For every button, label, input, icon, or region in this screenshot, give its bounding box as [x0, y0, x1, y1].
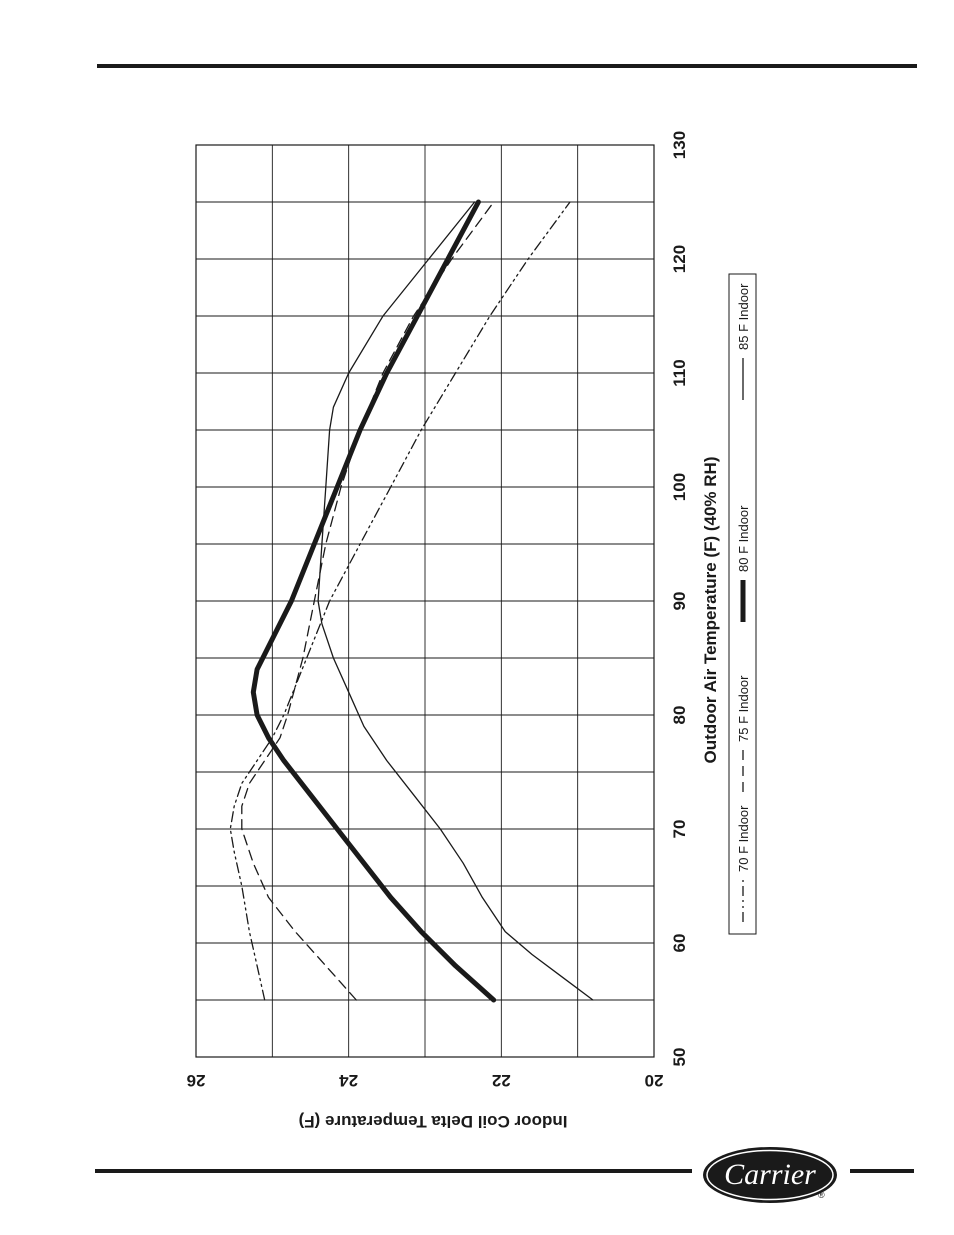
x-tick-label: 90 — [670, 592, 689, 611]
x-tick-label: 130 — [670, 131, 689, 159]
registered-mark: ® — [818, 1190, 825, 1200]
logo-wordmark: Carrier — [724, 1158, 816, 1191]
series-lines — [229, 199, 594, 1003]
grid — [196, 145, 654, 1057]
y-tick-label: 20 — [645, 1071, 664, 1090]
header-rule — [97, 64, 917, 68]
x-tick-label: 100 — [670, 473, 689, 501]
series-line-1 — [229, 201, 571, 1001]
y-tick-label: 24 — [339, 1071, 358, 1090]
y-tick-label: 26 — [187, 1071, 206, 1090]
y-tick-labels: 20 22 24 26 — [187, 1071, 664, 1090]
y-tick-label: 22 — [492, 1071, 511, 1090]
x-tick-label: 120 — [670, 245, 689, 273]
footer-rule-right — [850, 1169, 914, 1173]
y-axis-title: Indoor Coil Delta Temperature (F) — [299, 1112, 568, 1131]
x-tick-label: 110 — [670, 359, 689, 386]
x-axis-title: Outdoor Air Temperature (F) (40% RH) — [701, 457, 720, 764]
x-tick-label: 50 — [670, 1048, 689, 1067]
legend-label: 70 F Indoor — [736, 805, 751, 872]
legend-label: 75 F Indoor — [736, 675, 751, 742]
legend: 70 F Indoor 75 F Indoor 80 F Indoor 85 F In… — [736, 283, 751, 922]
legend-label: 80 F Indoor — [736, 505, 751, 572]
x-tick-label: 60 — [670, 934, 689, 953]
x-tick-labels: 50 60 70 80 90 100 110 120 130 — [670, 131, 689, 1067]
x-tick-label: 70 — [670, 820, 689, 839]
footer-rule-left — [95, 1169, 692, 1173]
series-line-4 — [317, 201, 594, 1001]
carrier-logo: Carrier — [703, 1147, 837, 1203]
series-line-2 — [241, 201, 495, 1001]
x-tick-label: 80 — [670, 706, 689, 725]
legend-label: 85 F Indoor — [736, 283, 751, 350]
series-line-3 — [250, 199, 497, 1003]
